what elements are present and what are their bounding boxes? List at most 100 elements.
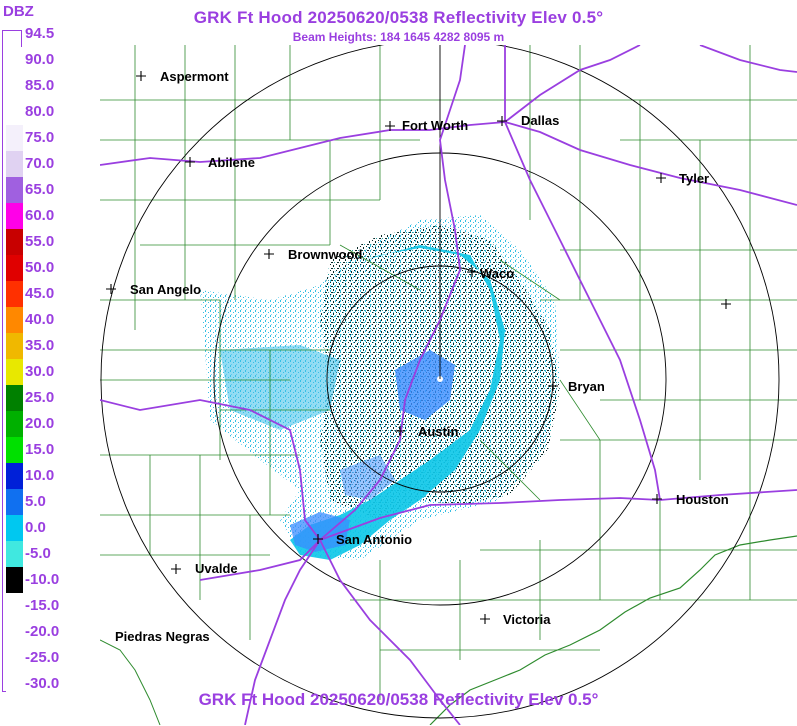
county-line bbox=[339, 244, 421, 291]
city-label: Waco bbox=[480, 266, 515, 281]
legend-value: 60.0 bbox=[25, 207, 55, 224]
city-label: Bryan bbox=[568, 379, 605, 394]
legend-swatch bbox=[6, 255, 23, 281]
legend-swatch bbox=[6, 73, 23, 99]
city-marker bbox=[136, 71, 146, 81]
color-legend bbox=[2, 30, 23, 697]
city-label: Victoria bbox=[503, 612, 551, 627]
legend-swatch bbox=[6, 593, 23, 619]
legend-swatch bbox=[6, 515, 23, 541]
legend-swatch bbox=[6, 645, 23, 671]
range-ring-3 bbox=[100, 45, 780, 719]
legend-swatch bbox=[6, 333, 23, 359]
city-label: Fort Worth bbox=[402, 118, 469, 133]
city-marker bbox=[313, 534, 323, 544]
legend-value: 35.0 bbox=[25, 337, 55, 354]
legend-value: 20.0 bbox=[25, 415, 55, 432]
legend-value: 55.0 bbox=[25, 233, 55, 250]
legend-swatch bbox=[6, 99, 23, 125]
legend-swatch bbox=[6, 463, 23, 489]
legend-value: -10.0 bbox=[25, 571, 60, 588]
city-marker bbox=[385, 121, 395, 131]
echo-west-band bbox=[220, 345, 340, 430]
legend-value: 50.0 bbox=[25, 259, 55, 276]
footer-title: GRK Ft Hood 20250620/0538 Reflectivity E… bbox=[198, 690, 599, 709]
hwy-sw bbox=[199, 539, 321, 581]
legend-swatch bbox=[6, 619, 23, 645]
legend-swatch bbox=[6, 125, 23, 151]
city-marker bbox=[497, 116, 507, 126]
rio-grande bbox=[100, 639, 161, 725]
city-label: Piedras Negras bbox=[115, 629, 210, 644]
legend-value: 65.0 bbox=[25, 181, 55, 198]
legend-value: 5.0 bbox=[25, 493, 46, 510]
range-rings bbox=[100, 45, 780, 719]
city-label: San Antonio bbox=[336, 532, 413, 547]
legend-swatch bbox=[6, 229, 23, 255]
highways bbox=[100, 45, 797, 725]
legend-value: 75.0 bbox=[25, 129, 55, 146]
legend-value: -30.0 bbox=[25, 675, 60, 692]
city-label: Brownwood bbox=[288, 247, 363, 262]
city-label: Uvalde bbox=[195, 561, 238, 576]
legend-value: 94.5 bbox=[25, 25, 55, 42]
echo-blue-mid bbox=[340, 455, 395, 500]
city-label: Austin bbox=[418, 424, 459, 439]
unlabeled-city-marker bbox=[721, 299, 731, 309]
legend-swatch bbox=[6, 281, 23, 307]
legend-value: 25.0 bbox=[25, 389, 55, 406]
city-markers bbox=[106, 71, 731, 624]
city-marker bbox=[467, 267, 477, 277]
echo-blue-sa bbox=[290, 512, 350, 552]
gulf-coastline bbox=[429, 535, 797, 725]
legend-value: 30.0 bbox=[25, 363, 55, 380]
legend-value: 10.0 bbox=[25, 467, 55, 484]
legend-value: 85.0 bbox=[25, 77, 55, 94]
legend-swatch bbox=[6, 411, 23, 437]
city-label: Aspermont bbox=[160, 69, 229, 84]
county-line bbox=[499, 259, 561, 301]
city-marker bbox=[185, 157, 195, 167]
city-marker bbox=[171, 564, 181, 574]
legend-swatch bbox=[6, 177, 23, 203]
county-line bbox=[479, 439, 541, 501]
city-marker bbox=[106, 284, 116, 294]
city-marker bbox=[652, 494, 662, 504]
us-75 bbox=[504, 45, 641, 123]
legend-value: 45.0 bbox=[25, 285, 55, 302]
legend-value: 40.0 bbox=[25, 311, 55, 328]
legend-swatch bbox=[6, 567, 23, 593]
city-label: Dallas bbox=[521, 113, 560, 128]
interstate-10 bbox=[100, 399, 797, 542]
legend-value: 80.0 bbox=[25, 103, 55, 120]
legend-swatch bbox=[6, 359, 23, 385]
legend-value: -20.0 bbox=[25, 623, 60, 640]
legend-unit-label: DBZ bbox=[3, 3, 34, 20]
interstate-45 bbox=[504, 121, 661, 501]
city-marker bbox=[395, 426, 405, 436]
city-marker bbox=[264, 249, 274, 259]
city-label: Tyler bbox=[679, 171, 710, 186]
radar-map bbox=[100, 45, 797, 725]
interstate-37 bbox=[319, 539, 461, 725]
legend-value: -15.0 bbox=[25, 597, 60, 614]
i-20-east bbox=[699, 45, 797, 73]
beam-heights-subtitle: Beam Heights: 184 1645 4282 8095 m bbox=[292, 30, 505, 44]
legend-swatch bbox=[6, 437, 23, 463]
legend-value: -25.0 bbox=[25, 649, 60, 666]
city-marker bbox=[480, 614, 490, 624]
city-label: Houston bbox=[676, 492, 729, 507]
legend-value: 15.0 bbox=[25, 441, 55, 458]
legend-value: 0.0 bbox=[25, 519, 46, 536]
legend-swatch bbox=[6, 307, 23, 333]
city-label: Abilene bbox=[208, 155, 255, 170]
county-line bbox=[559, 379, 601, 441]
city-marker bbox=[656, 173, 666, 183]
legend-swatch bbox=[6, 203, 23, 229]
legend-value: 90.0 bbox=[25, 51, 55, 68]
map-layers bbox=[100, 45, 797, 725]
city-label: San Angelo bbox=[130, 282, 202, 297]
legend-swatch bbox=[6, 151, 23, 177]
page-title: GRK Ft Hood 20250620/0538 Reflectivity E… bbox=[193, 8, 604, 27]
legend-swatch bbox=[6, 541, 23, 567]
